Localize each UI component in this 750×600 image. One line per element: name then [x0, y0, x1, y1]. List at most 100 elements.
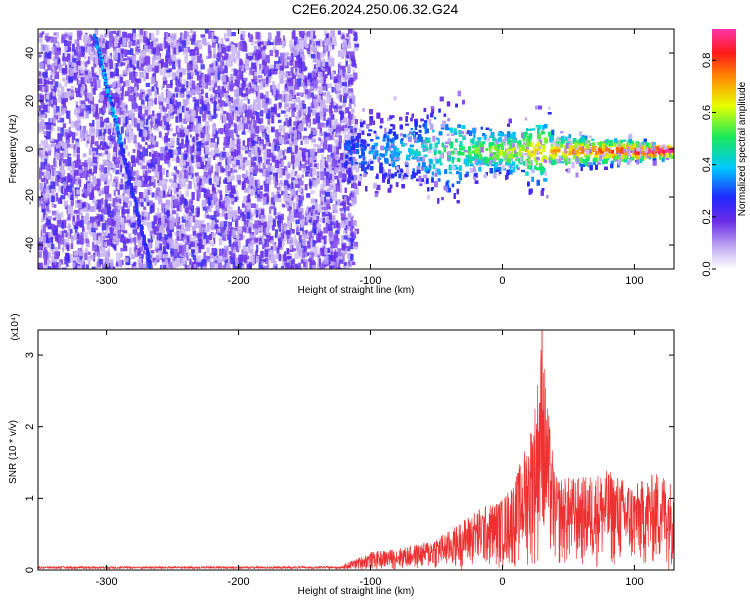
heatmap-cell: [46, 217, 51, 226]
heatmap-cell: [115, 92, 118, 101]
heatmap-cell: [93, 244, 98, 248]
heatmap-cell: [265, 76, 269, 85]
heatmap-cell: [116, 100, 120, 108]
heatmap-cell: [264, 256, 268, 265]
heatmap-cell: [259, 144, 263, 154]
heatmap-cell: [339, 125, 345, 131]
heatmap-cell: [203, 263, 207, 269]
heatmap-cell: [79, 251, 84, 257]
heatmap-cell: [191, 123, 195, 132]
heatmap-cell: [42, 52, 45, 61]
heatmap-cell: [188, 200, 193, 209]
heatmap-cell: [172, 221, 175, 229]
heatmap-cell: [221, 234, 225, 241]
heatmap-cell: [55, 151, 58, 157]
heatmap-cell: [252, 133, 256, 138]
heatmap-cell: [320, 171, 325, 181]
heatmap-cell: [74, 39, 78, 45]
heatmap-cell: [113, 141, 118, 146]
heatmap-cell: [300, 140, 303, 146]
heatmap-cell: [120, 36, 124, 42]
heatmap-cell: [206, 247, 210, 254]
heatmap-cell: [53, 154, 57, 162]
heatmap-cell: [47, 144, 52, 151]
heatmap-cell: [154, 247, 158, 251]
heatmap-cell: [40, 147, 43, 154]
heatmap-cell: [242, 40, 246, 45]
heatmap-cell: [168, 185, 171, 195]
heatmap-cell: [228, 102, 231, 108]
heatmap-cell: [304, 35, 307, 41]
heatmap-cell: [171, 76, 176, 80]
heatmap-cell: [107, 167, 111, 176]
heatmap-cell: [172, 98, 175, 107]
heatmap-cell: [262, 240, 265, 245]
heatmap-cell: [316, 223, 321, 233]
heatmap-cell: [347, 261, 350, 269]
heatmap-cell: [241, 226, 247, 233]
heatmap-cell: [217, 228, 221, 233]
heatmap-cell: [138, 95, 144, 101]
heatmap-cell: [211, 80, 216, 84]
heatmap-cell: [324, 196, 327, 206]
heatmap-cell: [97, 199, 102, 209]
heatmap-cell: [291, 228, 295, 234]
heatmap-cell: [211, 183, 215, 192]
heatmap-cell: [156, 187, 161, 197]
heatmap-cell: [227, 203, 231, 211]
heatmap-cell: [157, 217, 162, 226]
heatmap-cell: [100, 91, 104, 95]
heatmap-cell: [298, 234, 302, 240]
heatmap-cell: [242, 108, 246, 114]
heatmap-cell: [283, 136, 287, 145]
heatmap-cell: [351, 178, 357, 183]
heatmap-cell: [343, 95, 347, 103]
heatmap-cell: [57, 41, 60, 48]
heatmap-cell: [253, 50, 256, 56]
heatmap-cell: [273, 69, 278, 75]
heatmap-cell: [55, 192, 58, 202]
heatmap-cell: [153, 125, 157, 130]
heatmap-cell: [336, 140, 339, 150]
heatmap-cell: [282, 90, 287, 95]
heatmap-cell: [297, 242, 301, 248]
heatmap-cell: [278, 94, 282, 100]
heatmap-cell: [183, 153, 188, 160]
heatmap-cell: [231, 67, 235, 72]
heatmap-cell: [254, 110, 257, 116]
heatmap-cell: [44, 189, 50, 199]
heatmap-cell: [203, 194, 208, 198]
heatmap-cell: [152, 257, 157, 263]
heatmap-cell: [280, 72, 284, 77]
heatmap-cell: [170, 115, 174, 119]
heatmap-cell: [114, 157, 120, 162]
heatmap-cell: [344, 93, 348, 99]
heatmap-cell: [40, 110, 45, 115]
heatmap-cell: [233, 197, 238, 202]
heatmap-cell: [198, 160, 204, 169]
heatmap-cell: [227, 235, 230, 241]
heatmap-cell: [175, 213, 179, 222]
heatmap-cell: [41, 31, 45, 35]
heatmap-cell: [116, 252, 121, 262]
heatmap-cell: [289, 60, 294, 66]
heatmap-cell: [177, 131, 182, 138]
heatmap-cell: [261, 209, 265, 219]
heatmap-cell: [283, 254, 287, 262]
heatmap-cell: [41, 232, 45, 239]
heatmap-cell: [293, 130, 298, 139]
heatmap-cell: [141, 136, 145, 142]
heatmap-cell: [203, 146, 206, 154]
heatmap-cell: [178, 112, 183, 122]
heatmap-cell: [280, 239, 285, 247]
heatmap-cell: [180, 138, 184, 145]
heatmap-cell: [182, 99, 188, 106]
heatmap-cell: [291, 110, 295, 118]
heatmap-cell: [134, 81, 139, 91]
heatmap-cell: [178, 177, 182, 184]
heatmap-cell: [304, 77, 309, 86]
heatmap-cell: [334, 257, 339, 261]
heatmap-cell: [250, 212, 253, 221]
